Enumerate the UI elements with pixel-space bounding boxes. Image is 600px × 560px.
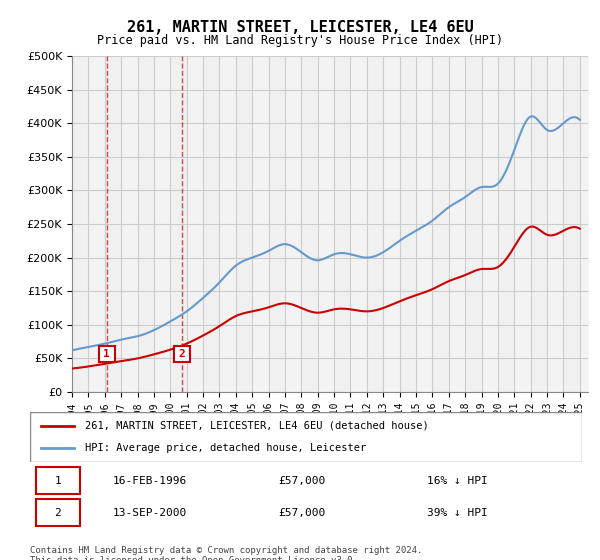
Bar <box>72 56 88 392</box>
Text: Price paid vs. HM Land Registry's House Price Index (HPI): Price paid vs. HM Land Registry's House … <box>97 34 503 46</box>
Bar <box>367 56 383 392</box>
Bar <box>530 56 547 392</box>
Bar <box>433 56 449 392</box>
Bar <box>236 56 252 392</box>
Text: 261, MARTIN STREET, LEICESTER, LE4 6EU (detached house): 261, MARTIN STREET, LEICESTER, LE4 6EU (… <box>85 421 429 431</box>
Bar <box>465 56 482 392</box>
Bar <box>563 56 580 392</box>
Text: 1: 1 <box>103 349 110 359</box>
Bar <box>137 56 154 392</box>
Text: Contains HM Land Registry data © Crown copyright and database right 2024.
This d: Contains HM Land Registry data © Crown c… <box>30 546 422 560</box>
FancyBboxPatch shape <box>35 466 80 494</box>
FancyBboxPatch shape <box>35 499 80 526</box>
Text: 261, MARTIN STREET, LEICESTER, LE4 6EU: 261, MARTIN STREET, LEICESTER, LE4 6EU <box>127 20 473 35</box>
Bar <box>269 56 285 392</box>
Text: 2: 2 <box>54 508 61 518</box>
Text: 16% ↓ HPI: 16% ↓ HPI <box>427 476 488 486</box>
Bar <box>105 56 121 392</box>
Bar <box>203 56 220 392</box>
FancyBboxPatch shape <box>30 412 582 462</box>
Bar <box>498 56 514 392</box>
Text: £57,000: £57,000 <box>278 476 326 486</box>
Text: 13-SEP-2000: 13-SEP-2000 <box>113 508 187 518</box>
Bar <box>301 56 318 392</box>
Text: 39% ↓ HPI: 39% ↓ HPI <box>427 508 488 518</box>
Bar <box>170 56 187 392</box>
Bar <box>334 56 350 392</box>
Text: 16-FEB-1996: 16-FEB-1996 <box>113 476 187 486</box>
Text: HPI: Average price, detached house, Leicester: HPI: Average price, detached house, Leic… <box>85 443 367 453</box>
Text: £57,000: £57,000 <box>278 508 326 518</box>
Text: 1: 1 <box>54 476 61 486</box>
Text: 2: 2 <box>179 349 185 359</box>
Bar <box>400 56 416 392</box>
